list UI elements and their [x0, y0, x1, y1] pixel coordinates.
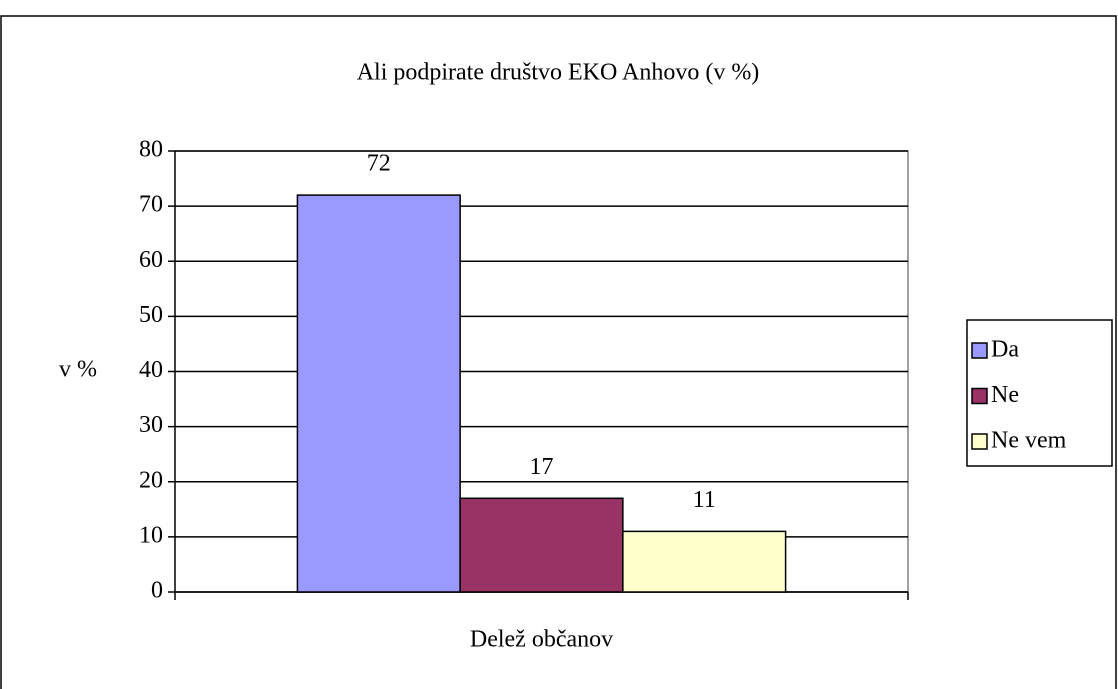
y-tick-label: 30 — [139, 412, 163, 438]
x-tick-label: Delež občanov — [470, 627, 613, 653]
bar — [622, 530, 787, 593]
y-tick-label: 40 — [139, 357, 163, 383]
y-axis-title: v % — [59, 357, 97, 383]
data-label: 17 — [530, 454, 554, 480]
y-tick-label: 50 — [139, 302, 163, 328]
y-tick-label: 70 — [139, 192, 163, 218]
legend-box — [966, 319, 1113, 467]
y-tick-label: 60 — [139, 247, 163, 273]
data-label: 11 — [693, 487, 716, 513]
legend-swatch — [971, 433, 988, 450]
bar — [296, 194, 461, 593]
bar — [459, 497, 624, 593]
y-tick-label: 10 — [139, 522, 163, 548]
chart-title: Ali podpirate društvo EKO Anhovo (v %) — [357, 60, 760, 86]
legend-label: Da — [991, 337, 1019, 363]
legend-swatch — [971, 387, 988, 405]
y-tick-label: 20 — [139, 467, 163, 493]
legend-label: Ne — [991, 382, 1019, 408]
data-label: 72 — [367, 151, 391, 177]
y-tick-label: 0 — [151, 578, 163, 604]
y-tick-label: 80 — [139, 137, 163, 163]
legend-label: Ne vem — [991, 428, 1067, 454]
legend-swatch — [971, 342, 988, 359]
